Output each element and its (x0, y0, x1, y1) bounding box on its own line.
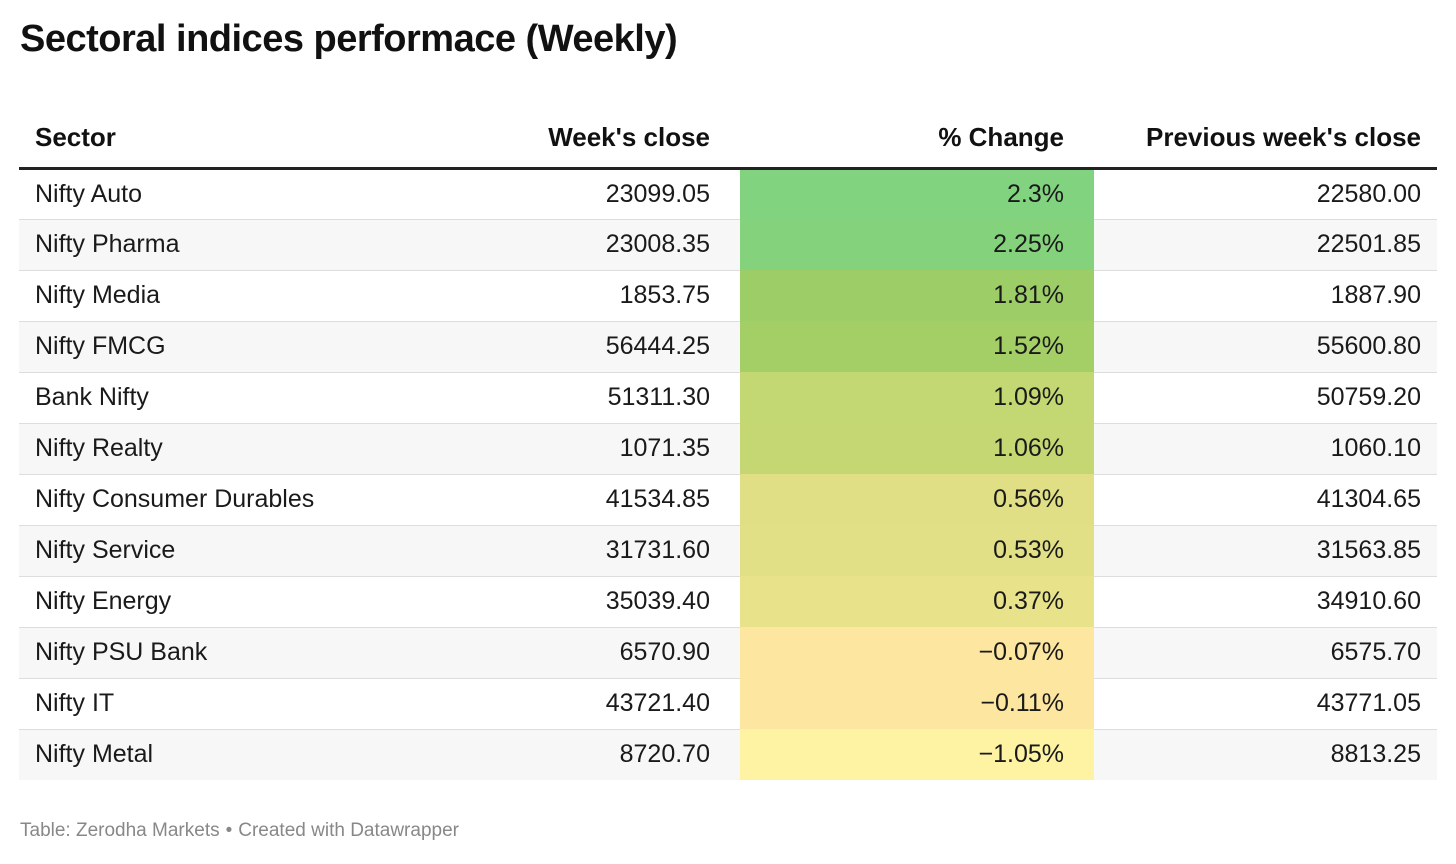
table-row: Nifty Pharma 23008.35 2.25% 22501.85 (19, 219, 1437, 271)
percent-change-cell: −1.05% (740, 729, 1094, 780)
sector-performance-table: Sector Week's close % Change Previous we… (19, 108, 1437, 780)
table-row: Nifty Consumer Durables 41534.85 0.56% 4130… (19, 474, 1437, 526)
week-close-cell: 51311.30 (358, 372, 740, 424)
previous-close-cell: 8813.25 (1094, 729, 1437, 780)
previous-close-cell: 31563.85 (1094, 525, 1437, 577)
column-header-change[interactable]: % Change (740, 108, 1094, 170)
sector-name-cell: Nifty Consumer Durables (19, 474, 358, 526)
sector-name-cell: Nifty Auto (19, 168, 358, 220)
percent-change-cell: −0.11% (740, 678, 1094, 729)
previous-close-cell: 43771.05 (1094, 678, 1437, 730)
sector-name-cell: Nifty Media (19, 270, 358, 322)
previous-close-cell: 34910.60 (1094, 576, 1437, 628)
previous-close-cell: 6575.70 (1094, 627, 1437, 679)
sector-name-cell: Bank Nifty (19, 372, 358, 424)
percent-change-cell: 0.53% (740, 525, 1094, 576)
header-row: Sector Week's close % Change Previous we… (19, 108, 1437, 170)
table-row: Nifty PSU Bank 6570.90 −0.07% 6575.70 (19, 627, 1437, 679)
footer-separator: • (225, 820, 233, 841)
table-header: Sector Week's close % Change Previous we… (19, 108, 1437, 170)
previous-close-cell: 1887.90 (1094, 270, 1437, 322)
percent-change-cell: −0.07% (740, 627, 1094, 678)
table-row: Nifty Metal 8720.70 −1.05% 8813.25 (19, 729, 1437, 780)
table-row: Nifty Media 1853.75 1.81% 1887.90 (19, 270, 1437, 322)
table-body: Nifty Auto 23099.05 2.3% 22580.00 Nifty Phar… (19, 168, 1437, 780)
sector-name-cell: Nifty Realty (19, 423, 358, 475)
percent-change-cell: 1.81% (740, 270, 1094, 321)
percent-change-cell: 0.56% (740, 474, 1094, 525)
percent-change-cell: 1.09% (740, 372, 1094, 423)
sector-name-cell: Nifty Metal (19, 729, 358, 780)
previous-close-cell: 41304.65 (1094, 474, 1437, 526)
week-close-cell: 8720.70 (358, 729, 740, 780)
percent-change-cell: 1.52% (740, 321, 1094, 372)
percent-change-cell: 1.06% (740, 423, 1094, 474)
sector-name-cell: Nifty Energy (19, 576, 358, 628)
percent-change-cell: 0.37% (740, 576, 1094, 627)
week-close-cell: 23099.05 (358, 168, 740, 220)
percent-change-cell: 2.3% (740, 168, 1094, 219)
table-row: Nifty FMCG 56444.25 1.52% 55600.80 (19, 321, 1437, 373)
column-header-sector[interactable]: Sector (19, 108, 358, 170)
sector-name-cell: Nifty Service (19, 525, 358, 577)
week-close-cell: 6570.90 (358, 627, 740, 679)
sector-name-cell: Nifty FMCG (19, 321, 358, 373)
sector-name-cell: Nifty Pharma (19, 219, 358, 271)
table-row: Nifty Energy 35039.40 0.37% 34910.60 (19, 576, 1437, 628)
previous-close-cell: 22580.00 (1094, 168, 1437, 220)
sector-name-cell: Nifty IT (19, 678, 358, 730)
table-row: Nifty IT 43721.40 −0.11% 43771.05 (19, 678, 1437, 730)
footer-credit: Table: Zerodha Markets • Created with Data… (20, 820, 459, 842)
table-row: Nifty Realty 1071.35 1.06% 1060.10 (19, 423, 1437, 475)
week-close-cell: 35039.40 (358, 576, 740, 628)
column-header-previous-close[interactable]: Previous week's close (1094, 108, 1437, 170)
week-close-cell: 1853.75 (358, 270, 740, 322)
week-close-cell: 43721.40 (358, 678, 740, 730)
column-header-week-close[interactable]: Week's close (358, 108, 740, 170)
page-title: Sectoral indices performace (Weekly) (20, 18, 678, 60)
table-row: Bank Nifty 51311.30 1.09% 50759.20 (19, 372, 1437, 424)
previous-close-cell: 22501.85 (1094, 219, 1437, 271)
percent-change-cell: 2.25% (740, 219, 1094, 270)
table-row: Nifty Service 31731.60 0.53% 31563.85 (19, 525, 1437, 577)
previous-close-cell: 55600.80 (1094, 321, 1437, 373)
previous-close-cell: 1060.10 (1094, 423, 1437, 475)
week-close-cell: 56444.25 (358, 321, 740, 373)
datawrapper-credit: Created with Datawrapper (238, 820, 459, 841)
previous-close-cell: 50759.20 (1094, 372, 1437, 424)
source-note: Table: Zerodha Markets (20, 820, 220, 841)
table-row: Nifty Auto 23099.05 2.3% 22580.00 (19, 168, 1437, 220)
week-close-cell: 1071.35 (358, 423, 740, 475)
week-close-cell: 31731.60 (358, 525, 740, 577)
week-close-cell: 41534.85 (358, 474, 740, 526)
week-close-cell: 23008.35 (358, 219, 740, 271)
sector-name-cell: Nifty PSU Bank (19, 627, 358, 679)
